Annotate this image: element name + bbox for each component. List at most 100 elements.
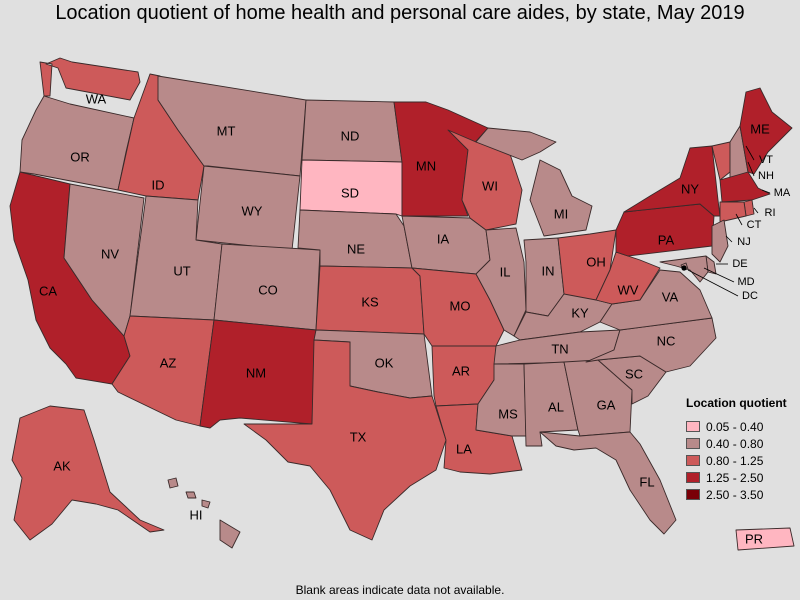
state-label-ca: CA (39, 283, 57, 298)
state-label-sd: SD (341, 185, 359, 200)
state-label-nv: NV (101, 246, 119, 261)
state-label-hi: HI (190, 507, 203, 522)
state-label-mt: MT (217, 123, 236, 138)
state-label-tx: TX (350, 429, 367, 444)
legend-swatch (686, 472, 700, 483)
state-label-ma: MA (774, 187, 791, 199)
state-label-ia: IA (437, 231, 450, 246)
dc-marker (681, 265, 687, 271)
state-label-ky: KY (571, 305, 589, 320)
state-label-ut: UT (173, 263, 190, 278)
state-label-nd: ND (341, 128, 360, 143)
state-label-ks: KS (361, 294, 379, 309)
state-label-dc: DC (742, 290, 758, 302)
state-leader-line (735, 213, 743, 226)
state-leader-line (703, 267, 735, 283)
state-sd (299, 159, 403, 217)
state-label-ak: AK (53, 458, 71, 473)
state-label-la: LA (456, 441, 472, 456)
state-or (19, 95, 135, 191)
state-wa (39, 57, 141, 101)
state-label-fl: FL (639, 474, 654, 489)
state-label-ct: CT (747, 219, 762, 231)
legend-item: 0.05 - 0.40 (686, 418, 787, 435)
state-label-az: AZ (160, 355, 177, 370)
state-label-tn: TN (551, 341, 568, 356)
footnote: Blank areas indicate data not available. (295, 583, 505, 597)
state-leader-line (687, 269, 739, 297)
state-label-wy: WY (242, 203, 263, 218)
legend-swatch (686, 489, 700, 500)
state-nj (711, 219, 729, 263)
map-title: Location quotient of home health and per… (55, 2, 745, 24)
state-label-ga: GA (597, 397, 616, 412)
state-label-nh: NH (758, 170, 774, 182)
state-label-mn: MN (416, 158, 436, 173)
state-ct (719, 201, 747, 223)
state-label-nj: NJ (737, 236, 750, 248)
state-pr (735, 527, 795, 551)
state-label-oh: OH (586, 254, 606, 269)
legend-item: 2.50 - 3.50 (686, 486, 787, 503)
map-legend: Location quotient 0.05 - 0.40 0.40 - 0.80… (686, 396, 787, 503)
state-label-mi: MI (554, 206, 568, 221)
state-label-va: VA (662, 289, 679, 304)
legend-swatch (686, 421, 700, 432)
state-label-mo: MO (450, 298, 471, 313)
state-leader-line (753, 207, 759, 214)
state-label-ri: RI (765, 207, 776, 219)
legend-label: 2.50 - 3.50 (706, 487, 764, 502)
state-nc (585, 317, 717, 373)
state-az (111, 315, 215, 427)
state-label-md: MD (737, 276, 754, 288)
state-label-wi: WI (482, 178, 498, 193)
state-label-ms: MS (498, 406, 518, 421)
state-hi (167, 477, 241, 549)
state-label-ok: OK (375, 355, 394, 370)
legend-item: 0.80 - 1.25 (686, 452, 787, 469)
state-ak (11, 405, 165, 541)
legend-swatch (686, 438, 700, 449)
state-label-wa: WA (86, 91, 107, 106)
state-leader-line (725, 235, 733, 243)
state-label-ar: AR (452, 363, 470, 378)
state-label-me: ME (750, 121, 770, 136)
state-md (659, 255, 709, 283)
state-label-de: DE (732, 258, 747, 270)
state-pa (615, 203, 715, 257)
state-label-al: AL (548, 399, 564, 414)
state-mi (475, 127, 593, 237)
state-wv (595, 251, 661, 305)
state-label-ne: NE (347, 241, 365, 256)
state-label-vt: VT (759, 154, 773, 166)
legend-label: 0.40 - 0.80 (706, 436, 764, 451)
state-tx (243, 339, 447, 541)
legend-label: 0.05 - 0.40 (706, 419, 764, 434)
state-label-co: CO (258, 282, 278, 297)
state-label-id: ID (152, 177, 165, 192)
state-label-sc: SC (625, 366, 643, 381)
state-label-il: IL (500, 264, 511, 279)
state-label-or: OR (70, 149, 90, 164)
state-leader-line (745, 145, 755, 161)
state-leader-line (747, 161, 755, 177)
state-me (739, 87, 793, 175)
legend-label: 1.25 - 2.50 (706, 470, 764, 485)
state-label-nc: NC (657, 333, 676, 348)
legend-item: 1.25 - 2.50 (686, 469, 787, 486)
legend-swatch (686, 455, 700, 466)
state-leader-line (761, 189, 771, 194)
state-fl (539, 431, 677, 535)
state-ny (623, 145, 721, 217)
state-label-wv: WV (618, 282, 639, 297)
legend-title: Location quotient (686, 396, 787, 410)
state-label-pr: PR (745, 531, 763, 546)
state-il (475, 227, 527, 337)
state-label-ny: NY (681, 181, 699, 196)
state-label-nm: NM (246, 365, 266, 380)
state-label-in: IN (542, 263, 555, 278)
state-label-pa: PA (658, 232, 675, 247)
legend-item: 0.40 - 0.80 (686, 435, 787, 452)
legend-label: 0.80 - 1.25 (706, 453, 764, 468)
